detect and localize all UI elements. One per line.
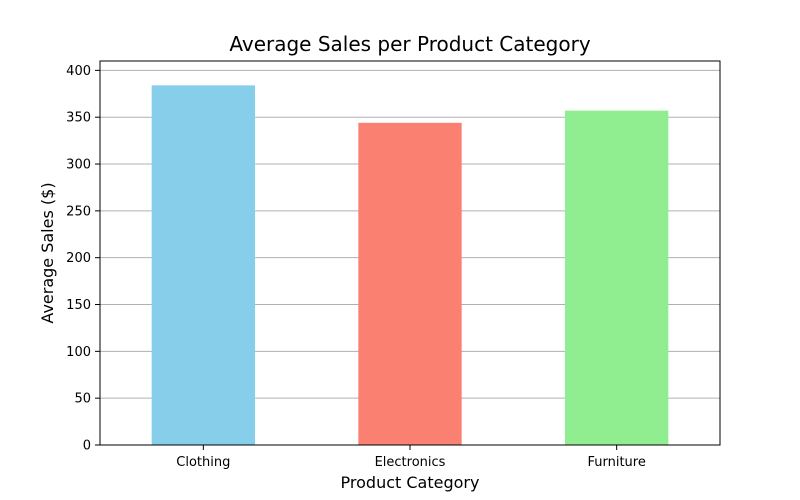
bar-clothing [151,85,255,445]
y-axis-label: Average Sales ($) [38,182,57,323]
x-tick-label: Clothing [176,455,230,470]
x-axis-ticks: Clothing Electronics Furniture [176,445,646,470]
y-tick-label: 50 [74,392,91,407]
bar-furniture [565,110,669,445]
y-tick-label: 250 [66,204,91,219]
chart-title: Average Sales per Product Category [229,32,590,56]
y-axis-ticks: 0 50 100 150 200 250 300 350 400 [66,64,100,454]
y-tick-label: 200 [66,251,91,266]
bar-electronics [358,122,462,445]
y-tick-label: 150 [66,298,91,313]
y-tick-label: 300 [66,158,91,173]
x-axis-label: Product Category [341,473,480,492]
y-tick-label: 100 [66,345,91,360]
y-tick-label: 350 [66,111,91,126]
x-tick-label: Furniture [587,455,645,470]
y-tick-label: 400 [66,64,91,79]
x-tick-label: Electronics [375,455,446,470]
bars [151,85,669,445]
y-tick-label: 0 [83,439,91,454]
